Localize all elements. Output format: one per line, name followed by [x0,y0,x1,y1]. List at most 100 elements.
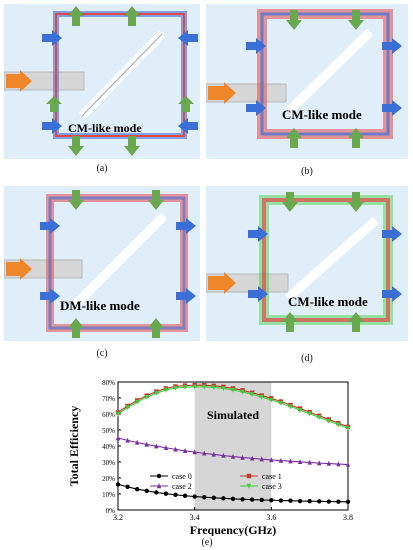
data-point [240,497,245,502]
simulated-annotation: Simulated [207,408,259,422]
highlight-band [194,382,272,510]
data-point [202,495,207,500]
y-tick-label: 10% [102,491,115,499]
data-point [269,397,274,403]
panel-c: DM-like mode [4,186,200,341]
data-point [336,499,341,504]
data-point [345,461,351,467]
data-point [326,460,332,466]
data-point [297,459,303,465]
data-point [336,461,341,467]
data-point [125,484,130,489]
data-point [307,499,312,504]
panel-b-field-plot [206,4,408,159]
data-point [345,426,351,432]
data-point [173,446,178,452]
data-point [230,496,236,501]
y-axis-label: Total Efficiency [67,406,81,487]
efficiency-chart: 0% 10% 20% 30% 40% 50% 60% 70% 80% 3.2 3.4 3.6 3.8 Fr… [60,366,360,537]
panel-a: CM-like mode [4,4,200,159]
x-tick-label: 3.6 [266,513,276,522]
panel-b: CM-like mode [206,4,408,159]
data-point [144,441,149,447]
data-point [182,384,188,390]
y-tick-label: 50% [102,427,115,435]
data-point [173,492,178,497]
legend-marker [156,483,162,489]
panel-a-caption: (a) [96,163,108,174]
y-tick-label: 80% [102,379,115,387]
data-point [317,460,322,466]
data-point [269,457,274,463]
data-point [307,411,312,417]
feed-arrow-icon [6,258,32,280]
data-point [125,437,130,443]
data-point [125,405,130,411]
panel-b-caption: (b) [301,166,313,177]
data-point [240,389,245,395]
data-point [115,482,121,487]
data-point [230,387,236,393]
data-point [326,499,332,504]
panel-c-caption: (c) [96,348,108,359]
data-point [192,384,197,390]
panel-a-mode-label: CM-like mode [68,121,142,135]
x-axis-label: Frequency(GHz) [190,523,276,536]
data-point [307,459,312,465]
panel-c-field-plot [4,186,200,341]
data-point [221,452,226,458]
x-tick-label: 3.2 [113,513,123,522]
data-point [211,385,217,391]
data-point [202,384,207,390]
legend-label: case 2 [172,482,192,491]
data-point [297,407,303,413]
data-point [259,394,264,400]
legend-label: case 1 [262,472,282,481]
data-point [192,449,197,455]
data-point [154,391,159,396]
data-point [163,387,169,393]
data-point [259,497,264,503]
y-tick-label: 20% [102,475,115,483]
panel-d-caption: (d) [301,353,313,364]
x-tick-label: 3.4 [190,513,200,522]
data-point [249,497,255,502]
data-point [211,451,217,457]
x-tick-label: 3.8 [343,513,353,522]
data-point [336,422,341,428]
data-point [134,487,140,492]
feed-arrow-icon [208,82,236,104]
data-point [154,490,159,495]
feed-arrow-icon [208,272,236,294]
data-point [345,499,351,505]
data-point [182,493,188,498]
data-point [297,498,303,504]
panel-d-mode-label: CM-like mode [288,294,368,309]
data-point [182,448,188,453]
panel-a-field-plot [4,4,200,159]
data-point [317,415,322,421]
data-point [259,456,264,462]
data-point [115,411,121,417]
panel-e-caption: (e) [201,537,213,548]
data-point [173,385,178,391]
data-point [202,450,207,456]
data-point [278,498,284,503]
data-point [249,455,255,461]
data-point [230,453,236,459]
y-tick-label: 40% [102,443,115,451]
data-point [221,386,226,392]
legend-label: case 3 [262,482,282,491]
efficiency-chart-svg: 0% 10% 20% 30% 40% 50% 60% 70% 80% 3.2 3.4 3.6 3.8 Fr… [67,379,353,537]
legend-label: case 0 [172,472,192,481]
panel-b-mode-label: CM-like mode [282,107,362,122]
legend-marker [246,473,252,479]
legend-marker [246,483,252,489]
data-point [115,435,121,441]
panel-c-mode-label: DM-like mode [60,298,140,313]
data-point [144,395,149,400]
data-point [278,400,284,406]
data-point [134,399,140,405]
data-point [163,491,169,496]
data-point [326,418,332,424]
